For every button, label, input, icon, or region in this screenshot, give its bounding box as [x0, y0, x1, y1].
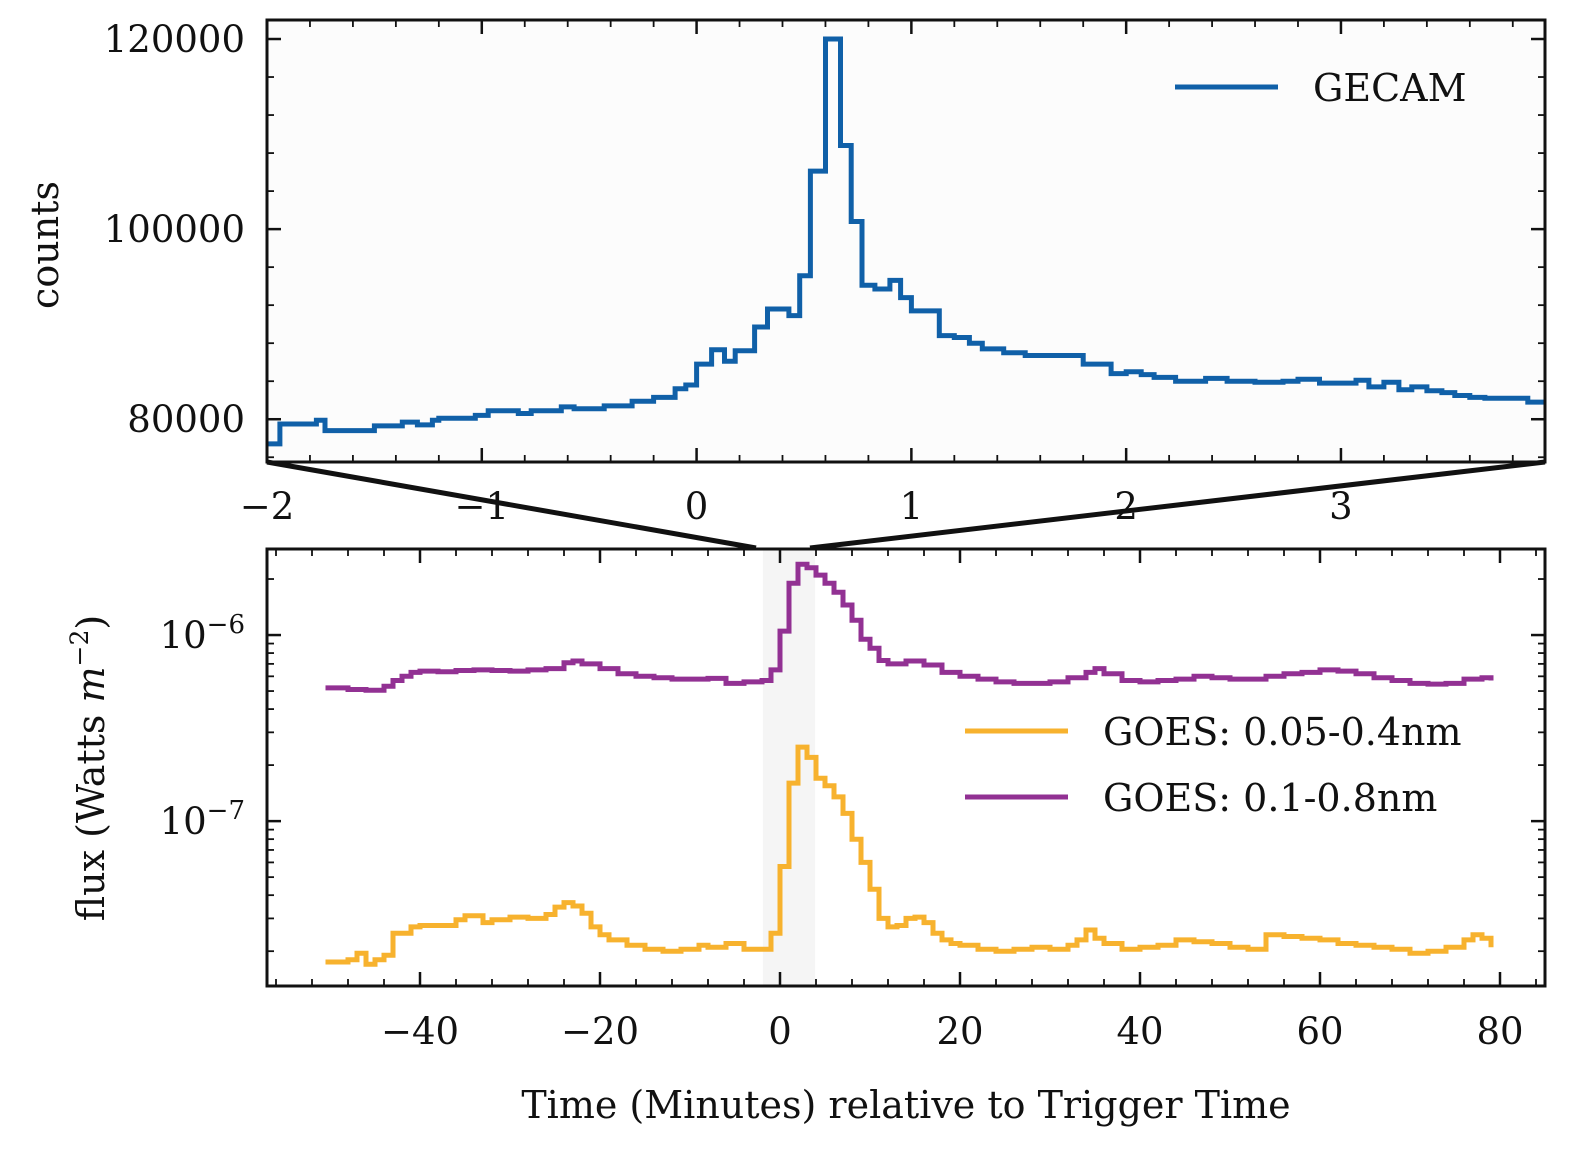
bottom-x-tick-label: 20	[936, 1010, 983, 1053]
top-y-tick-label: 80000	[127, 398, 245, 441]
top-plot-area	[267, 20, 1545, 462]
goes-0.05-0.4nm-legend-label: GOES: 0.05-0.4nm	[1103, 710, 1462, 754]
bottom-y-axis-label: flux (Watts m−2)	[65, 615, 113, 921]
bottom-y-tick-label: 10−7	[160, 796, 245, 843]
bottom-y-tick-label: 10−6	[160, 610, 245, 657]
top-panel-gecam: −2 −1 0 1 2 3 80000 100000 120000 GECAM counts	[23, 18, 1547, 528]
top-y-axis-label: counts	[23, 181, 67, 309]
x-axis-label: Time (Minutes) relative to Trigger Time	[521, 1083, 1290, 1127]
top-x-tick-label: −1	[455, 485, 510, 528]
bottom-x-tick-label: 60	[1296, 1010, 1343, 1053]
top-x-tick-label: −2	[240, 485, 295, 528]
bottom-x-tick-label: 0	[768, 1010, 792, 1053]
goes-0.05-0.4nm-series-line	[325, 744, 1494, 967]
bottom-legend: GOES: 0.05-0.4nm GOES: 0.1-0.8nm	[965, 710, 1462, 820]
top-legend: GECAM	[1175, 66, 1467, 110]
top-axes-frame	[265, 18, 1547, 464]
gecam-series-line	[267, 36, 1545, 447]
top-y-tick-label: 120000	[104, 18, 245, 61]
bottom-x-tick-label: −20	[561, 1010, 639, 1053]
goes-0.1-0.8nm-series-line	[325, 561, 1494, 693]
top-x-tick-label: 3	[1329, 485, 1353, 528]
gecam-legend-label: GECAM	[1313, 66, 1467, 110]
goes-0.1-0.8nm-legend-label: GOES: 0.1-0.8nm	[1103, 776, 1437, 820]
top-x-tick-label: 1	[900, 485, 924, 528]
top-x-tick-label: 2	[1114, 485, 1138, 528]
zoom-connector-left	[266, 459, 757, 551]
bottom-x-tick-label: −40	[381, 1010, 459, 1053]
bottom-axes-frame	[265, 547, 1547, 988]
top-x-tick-label: 0	[685, 485, 709, 528]
bottom-x-tick-label: 80	[1476, 1010, 1523, 1053]
bottom-panel-goes: −40 −20 0 20 40 60 80 10−6 10−7 GOES: 0.05-0.4nm…	[65, 547, 1547, 1127]
bottom-plot-area	[267, 549, 1545, 986]
bottom-x-tick-label: 40	[1116, 1010, 1163, 1053]
zoom-connector-right	[809, 459, 1546, 551]
top-y-tick-label: 100000	[104, 208, 245, 251]
